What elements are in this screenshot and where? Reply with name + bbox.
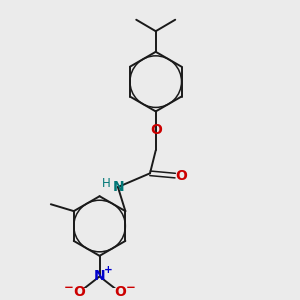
Text: O: O [175,169,187,183]
Text: −: − [126,281,136,294]
Text: O: O [73,286,85,299]
Text: N: N [113,180,125,194]
Text: O: O [150,123,162,137]
Text: O: O [114,286,126,299]
Text: N: N [94,269,105,284]
Text: +: + [104,265,113,275]
Text: H: H [102,177,111,190]
Text: −: − [64,281,74,294]
